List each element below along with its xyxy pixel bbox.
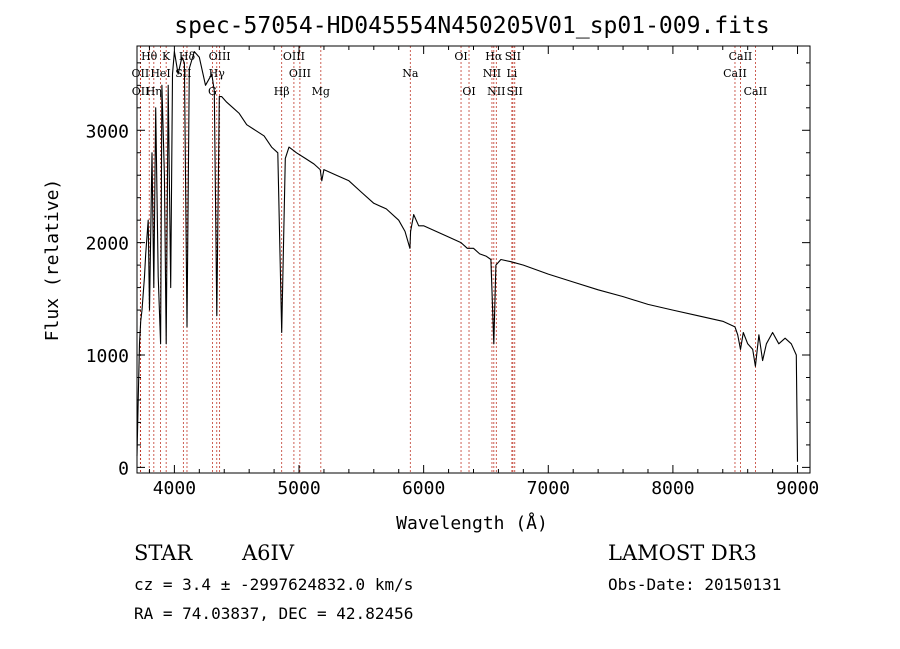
spectral-line-label: Hθ (141, 50, 158, 63)
spectral-line-label: OII (132, 85, 150, 98)
spectral-line-label: SII (505, 50, 521, 63)
spectral-line-label: Na (402, 67, 419, 80)
y-axis-ticks: 0 1000 2000 3000 (86, 62, 810, 479)
spectral-line-label: OIII (289, 67, 311, 80)
survey-name: LAMOST DR3 (608, 541, 757, 565)
object-class: STAR (134, 541, 193, 565)
y-tick-label: 1000 (86, 346, 129, 367)
x-tick-label: 8000 (651, 478, 694, 499)
spectral-line-label: HeI (150, 67, 170, 80)
spectral-line-label: OI (462, 85, 475, 98)
y-tick-label: 0 (118, 458, 129, 479)
x-tick-label: 5000 (277, 478, 320, 499)
x-axis-label: Wavelength (Å) (396, 512, 548, 534)
spectral-line-label: OIII (209, 50, 231, 63)
spectral-line-label: K (162, 50, 171, 63)
observation-date: Obs-Date: 20150131 (608, 575, 781, 594)
spectral-line-label: NII (483, 67, 501, 80)
spectral-line-label: G (208, 85, 217, 98)
spectral-line-label: Hβ (274, 85, 290, 98)
spectral-line-label: OII (132, 67, 150, 80)
spectral-line-label: CaII (744, 85, 768, 98)
y-axis-label: Flux (relative) (42, 179, 63, 342)
spectral-line-label: SII (507, 85, 523, 98)
x-axis-ticks: 4000 5000 6000 7000 8000 9000 (148, 46, 819, 499)
spectral-line-label: NII (487, 85, 505, 98)
spectral-line-label: CaII (729, 50, 753, 63)
x-tick-label: 7000 (527, 478, 570, 499)
y-tick-label: 3000 (86, 121, 129, 142)
spectral-line-label: Hη (146, 85, 162, 98)
object-subclass: A6IV (241, 541, 295, 565)
ra-dec-coordinates: RA = 74.03837, DEC = 42.82456 (134, 604, 413, 623)
spectral-line-label: OI (454, 50, 467, 63)
x-tick-label: 6000 (402, 478, 445, 499)
spectral-line-label: Hγ (209, 67, 226, 80)
redshift-cz: cz = 3.4 ± -2997624832.0 km/s (134, 575, 413, 594)
x-tick-label: 4000 (153, 478, 196, 499)
spectral-line-label: OIII (283, 50, 305, 63)
spectral-line-label: Li (506, 67, 517, 80)
plot-frame (136, 45, 811, 474)
spectral-line-markers (139, 46, 756, 473)
chart-title: spec-57054-HD045554N450205V01_sp01-009.f… (174, 13, 769, 39)
spectral-line-label: Hα (485, 50, 503, 63)
y-tick-label: 2000 (86, 234, 129, 255)
spectral-line-label: CaII (723, 67, 747, 80)
x-tick-label: 9000 (776, 478, 819, 499)
spectral-line-label: Mg (312, 85, 330, 98)
spectrum-series-line (136, 51, 799, 462)
